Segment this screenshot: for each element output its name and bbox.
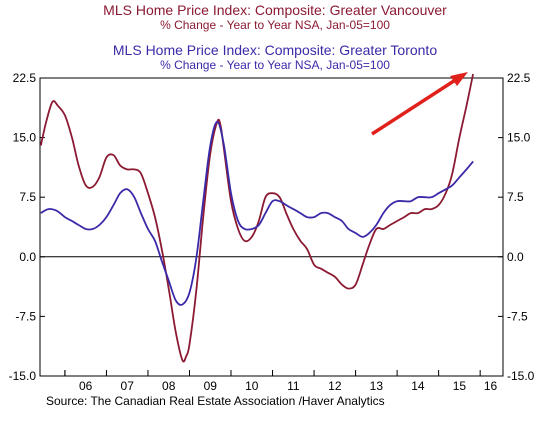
vancouver-title: MLS Home Price Index: Composite: Greater… [103,2,447,18]
x-tick-label: 06 [79,379,93,393]
y-tick-label-right: 15.0 [507,131,531,145]
x-tick-label: 09 [204,379,218,393]
y-tick-label-left: 15.0 [13,131,37,145]
x-tick-label: 08 [162,379,176,393]
arrow-shaft [371,75,461,136]
vancouver-series-line [39,73,474,363]
y-tick-label-left: 0.0 [19,250,36,264]
x-tick-label: 14 [411,379,425,393]
toronto-title: MLS Home Price Index: Composite: Greater… [112,42,438,58]
source-note: Source: The Canadian Real Estate Associa… [46,394,385,408]
x-tick-label: 11 [287,379,300,393]
toronto-subtitle: % Change - Year to Year NSA, Jan-05=100 [160,58,390,72]
arrow-head [450,72,468,86]
x-tick-label: 07 [121,379,135,393]
y-tick-label-left: 22.5 [13,71,37,85]
y-tick-label-left: -7.5 [15,309,36,323]
plot-frame [39,77,504,377]
x-tick-label: 13 [370,379,384,393]
x-tick-label: 15 [453,379,467,393]
x-tick-label: 16 [484,379,498,393]
y-tick-label-right: 7.5 [507,190,524,204]
y-tick-label-left: 7.5 [19,190,36,204]
vancouver-subtitle: % Change - Year to Year NSA, Jan-05=100 [160,18,390,32]
y-tick-label-right: -15.0 [507,369,535,383]
toronto-series-line [40,120,474,306]
x-tick-label: 10 [245,379,259,393]
y-tick-label-right: -7.5 [507,309,528,323]
y-tick-label-right: 22.5 [507,71,531,85]
x-tick-label: 12 [328,379,342,393]
y-tick-label-left: -15.0 [9,369,37,383]
y-tick-label-right: 0.0 [507,250,524,264]
